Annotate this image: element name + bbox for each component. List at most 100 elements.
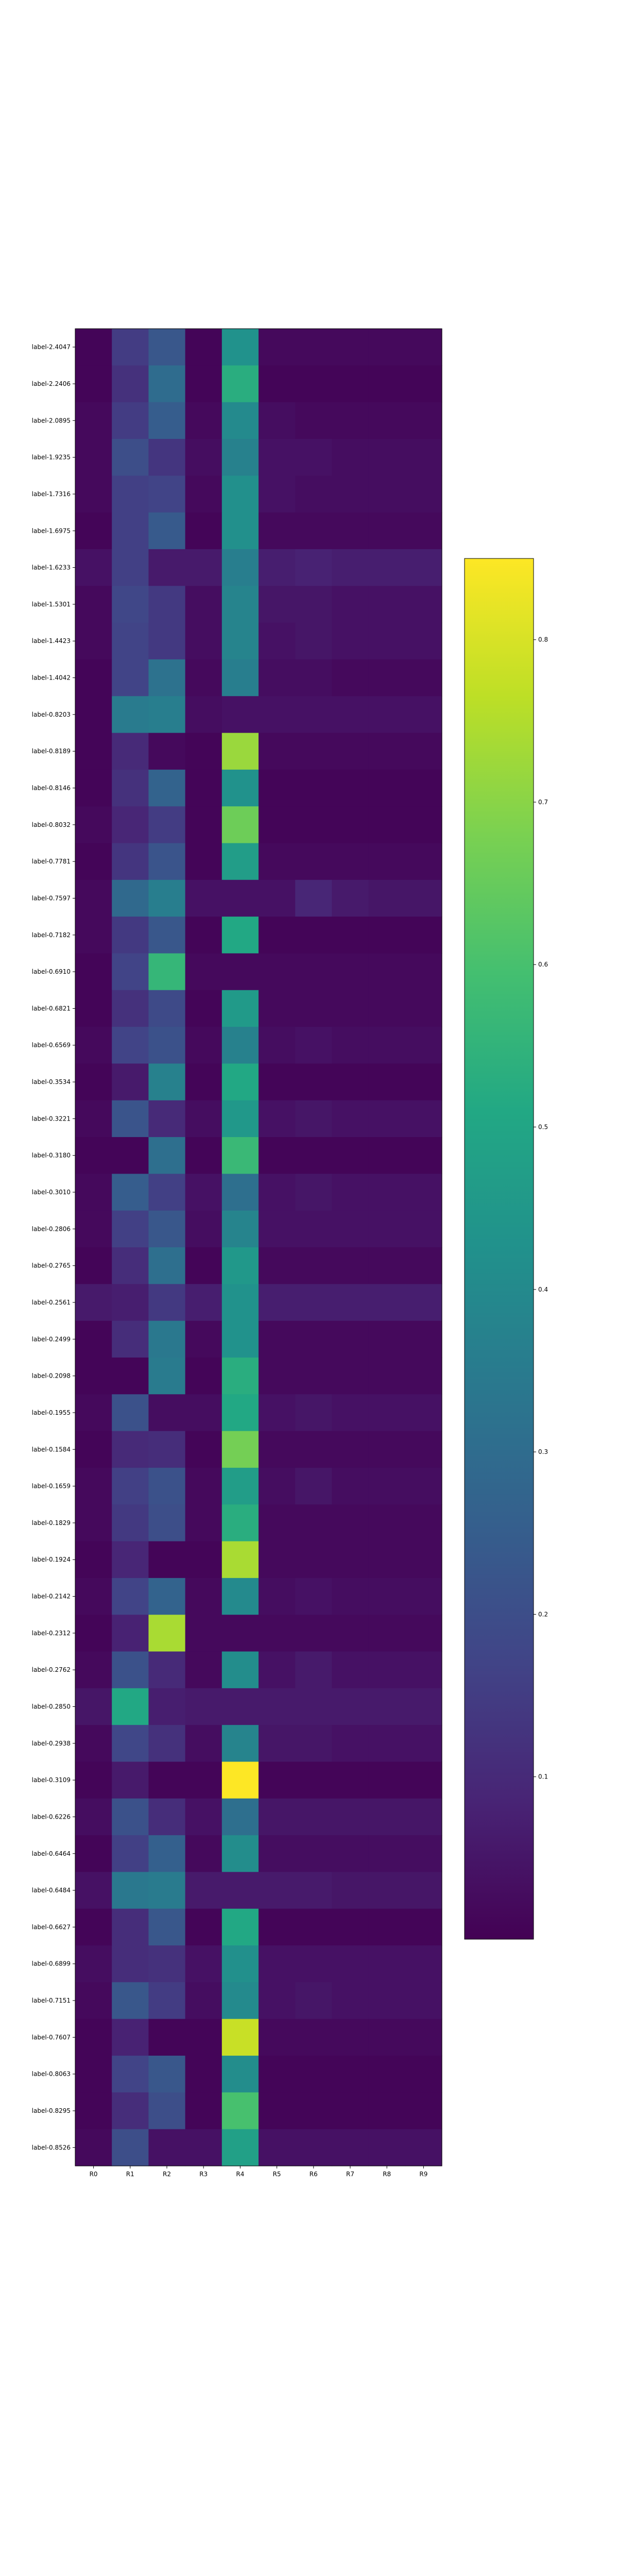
heatmap-cell [185,476,222,513]
heatmap-cell [112,1725,149,1762]
row-tick-label: label-2.0895 [32,417,71,424]
heatmap-cell [148,1284,186,1321]
heatmap-cell [112,2092,149,2130]
heatmap-cell [295,1247,332,1284]
heatmap-cell [75,476,112,513]
heatmap-cell [405,1394,442,1432]
row-tick-label: label-0.1584 [32,1446,71,1453]
heatmap-cell [295,1504,332,1542]
heatmap-cell [221,733,259,770]
heatmap-cell [405,1027,442,1064]
row-tick-label: label-0.2561 [32,1299,71,1306]
heatmap-cell [368,402,406,439]
heatmap-cell [75,843,112,880]
colorbar-tick-label: 0.8 [538,636,548,643]
heatmap-cell [295,402,332,439]
column-tick-label: R8 [383,2171,391,2178]
heatmap-cell [368,1210,406,1248]
heatmap-cell [148,879,186,917]
heatmap-cell [148,476,186,513]
heatmap-cell [368,1761,406,1799]
heatmap-cell [368,2092,406,2130]
heatmap-cell [332,1798,369,1836]
heatmap-cell [405,1137,442,1174]
heatmap-cell [112,1651,149,1689]
heatmap-cell [112,438,149,476]
heatmap-cell [148,1100,186,1138]
row-tick-label: label-0.2312 [32,1630,71,1637]
row-tick-label: label-0.1659 [32,1483,71,1490]
heatmap-cell [75,2092,112,2130]
row-tick-label: label-0.2850 [32,1703,71,1710]
heatmap-cell [332,1027,369,1064]
heatmap-cell [148,402,186,439]
heatmap-cell [295,1872,332,1909]
heatmap-cell [405,1063,442,1101]
heatmap-cell [368,622,406,660]
heatmap-cell [332,1284,369,1321]
heatmap-cell [405,1835,442,1873]
heatmap-cell [185,438,222,476]
heatmap-cell [221,1578,259,1615]
heatmap-cell [368,2056,406,2093]
heatmap-cell [112,1945,149,1982]
heatmap-cell [185,1027,222,1064]
heatmap-cell [148,1210,186,1248]
heatmap-cell [259,586,296,623]
heatmap-cell [295,1210,332,1248]
heatmap-cell [332,953,369,991]
row-tick-label: label-0.1955 [32,1409,71,1416]
heatmap-cell [368,1615,406,1652]
heatmap-cell [112,1284,149,1321]
heatmap-cell [332,879,369,917]
heatmap-cell [295,1137,332,1174]
heatmap-cell [221,512,259,550]
heatmap-cell [332,1908,369,1946]
heatmap-cell [185,953,222,991]
column-tick-label: R5 [273,2171,281,2178]
row-tick-label: label-0.3221 [32,1115,71,1122]
heatmap-cell [332,1063,369,1101]
heatmap-cell [75,1798,112,1836]
row-tick-label: label-0.2762 [32,1666,71,1673]
heatmap-cell [259,1908,296,1946]
heatmap-cell [112,2129,149,2166]
heatmap-cell [112,1210,149,1248]
heatmap-cell [259,1688,296,1725]
heatmap-cell [221,2019,259,2056]
heatmap-cell [148,622,186,660]
heatmap-cell [221,586,259,623]
heatmap-cell [332,1504,369,1542]
heatmap-cell [185,733,222,770]
heatmap-cell [332,1394,369,1432]
heatmap-cell [259,1357,296,1395]
heatmap-cell [148,990,186,1027]
heatmap-cell [259,696,296,734]
heatmap-cell [148,586,186,623]
heatmap-cell [259,1394,296,1432]
heatmap-cell [75,2129,112,2166]
heatmap-cell [148,512,186,550]
heatmap-cell [221,1872,259,1909]
heatmap-cell [185,1761,222,1799]
heatmap-cell [148,1541,186,1579]
heatmap-cell [112,990,149,1027]
heatmap-cell [332,476,369,513]
heatmap-cell [221,1615,259,1652]
heatmap-cell [368,806,406,844]
heatmap-cell [405,1761,442,1799]
heatmap-cell [332,1982,369,2020]
heatmap-cell [75,1174,112,1211]
heatmap-cell [295,696,332,734]
heatmap-cell [112,1357,149,1395]
heatmap-cell [148,1174,186,1211]
heatmap-cell [332,402,369,439]
row-tick-label: label-0.8203 [32,711,71,718]
heatmap-cells [75,329,442,2166]
heatmap-cell [221,696,259,734]
heatmap-cell [185,806,222,844]
row-tick-label: label-1.9235 [32,454,71,461]
heatmap-cell [185,1725,222,1762]
heatmap-cell [148,1725,186,1762]
heatmap-cell [295,622,332,660]
